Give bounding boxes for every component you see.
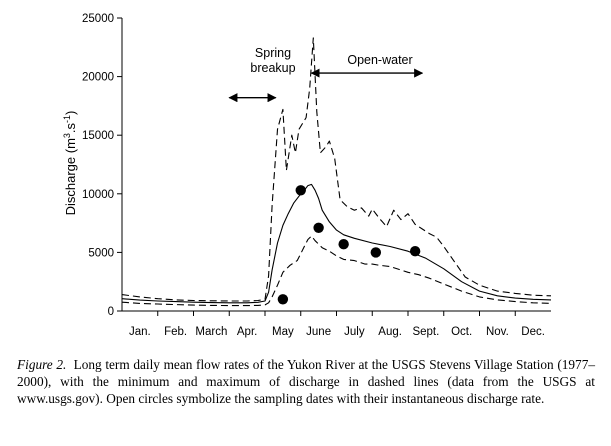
x-tick-label: Nov. bbox=[486, 326, 509, 338]
figure-caption: Figure 2. Long term daily mean flow rate… bbox=[17, 356, 595, 408]
sampling-point bbox=[409, 246, 421, 257]
x-tick-label: July bbox=[344, 326, 365, 338]
series-layer bbox=[121, 37, 552, 307]
x-tick-label: Sept. bbox=[412, 326, 439, 338]
x-tick-label: Feb. bbox=[164, 326, 187, 338]
sampling-point bbox=[370, 247, 382, 258]
sampling-point bbox=[277, 294, 289, 305]
y-tick-label: 25000 bbox=[82, 13, 114, 25]
x-tick-label: June bbox=[306, 326, 331, 338]
x-tick-label: Oct. bbox=[451, 326, 472, 338]
y-tick-label: 0 bbox=[108, 306, 114, 318]
sampling-point bbox=[338, 238, 349, 250]
maximum-series-line bbox=[121, 37, 552, 302]
mean-series-line bbox=[121, 183, 552, 304]
sampling-points bbox=[277, 185, 421, 305]
x-tick-label: May bbox=[272, 326, 294, 338]
spring-breakup-label-line2: breakup bbox=[250, 61, 295, 75]
spring-breakup-label-line1: Spring bbox=[255, 46, 291, 60]
x-tick-label: Jan. bbox=[129, 326, 151, 338]
sampling-point bbox=[313, 222, 324, 233]
axis-frame bbox=[121, 18, 551, 312]
sampling-point bbox=[295, 185, 306, 196]
y-tick-label: 5000 bbox=[88, 247, 114, 259]
x-tick-label: Dec. bbox=[521, 326, 545, 338]
y-tick-label: 20000 bbox=[82, 72, 114, 84]
x-tick-label: March bbox=[195, 326, 227, 338]
figure-caption-text: Long term daily mean flow rates of the Y… bbox=[17, 357, 595, 407]
figure-caption-label: Figure 2. bbox=[17, 357, 67, 372]
y-tick-label: 10000 bbox=[82, 189, 114, 201]
open-water-label: Open-water bbox=[347, 53, 412, 67]
y-tick-label: 15000 bbox=[82, 130, 114, 142]
annotations: Spring breakup Open-water bbox=[228, 46, 424, 103]
discharge-chart: 0 5000 10000 15000 20000 25000 Jan. Feb. March Ap… bbox=[62, 13, 552, 338]
axes: 0 5000 10000 15000 20000 25000 Jan. Feb. March Ap… bbox=[82, 13, 551, 338]
x-tick-label: Apr. bbox=[237, 326, 257, 338]
minimum-series-line bbox=[121, 235, 552, 307]
y-axis-label: Discharge (m3.s-1) bbox=[62, 111, 78, 216]
x-tick-label: Aug. bbox=[378, 326, 402, 338]
